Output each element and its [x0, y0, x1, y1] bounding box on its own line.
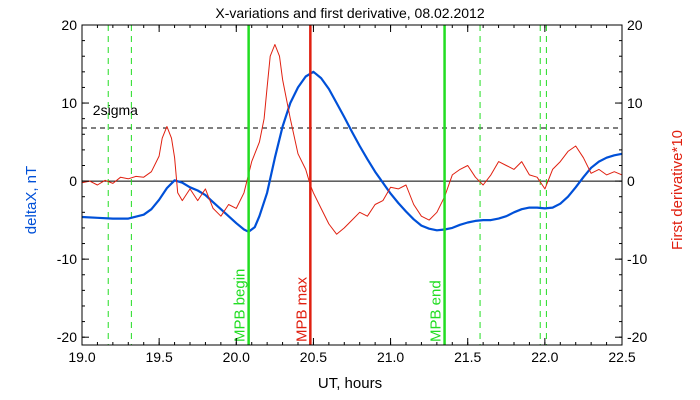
x-tick-label: 20.5: [300, 349, 327, 365]
x-tick-label: 21.0: [377, 349, 404, 365]
y-tick-label-left: -10: [57, 251, 77, 267]
sigma-label: 2sigma: [93, 102, 138, 118]
right-axis-label: First derivative*10: [669, 130, 686, 250]
event-label: MPB begin: [232, 269, 249, 342]
y-tick-label-right: -10: [627, 251, 647, 267]
y-tick-label-right: -20: [627, 329, 647, 345]
x-tick-label: 19.0: [68, 349, 95, 365]
x-tick-label: 22.5: [608, 349, 635, 365]
x-axis-label: UT, hours: [318, 375, 382, 392]
left-axis-label: deltaX, nT: [23, 166, 40, 234]
y-tick-label-left: 20: [61, 17, 77, 33]
y-tick-label-right: 10: [627, 95, 643, 111]
x-tick-label: 20.0: [223, 349, 250, 365]
event-label: MPB end: [428, 280, 445, 342]
axis-ticks: 19.0 19.5 20.0 20.5 21.0 21.5 22.0 22.5 -20 -20 -1…: [57, 17, 648, 365]
series-line-derivative: [81, 44, 623, 235]
x-tick-label: 21.5: [454, 349, 481, 365]
x-tick-label: 19.5: [146, 349, 173, 365]
y-tick-label-left: 0: [69, 173, 77, 189]
y-tick-label-right: 0: [627, 173, 635, 189]
event-label: MPB max: [293, 276, 310, 342]
y-tick-label-left: 10: [61, 95, 77, 111]
chart-title: X-variations and first derivative, 08.02…: [215, 5, 484, 21]
plot-content: 2sigma MPB begin MPB max MPB end: [81, 25, 623, 345]
series-line-deltaX: [81, 70, 623, 233]
plot-frame: [81, 24, 623, 346]
y-tick-label-left: -20: [57, 329, 77, 345]
x-tick-label: 22.0: [531, 349, 558, 365]
y-tick-label-right: 20: [627, 17, 643, 33]
